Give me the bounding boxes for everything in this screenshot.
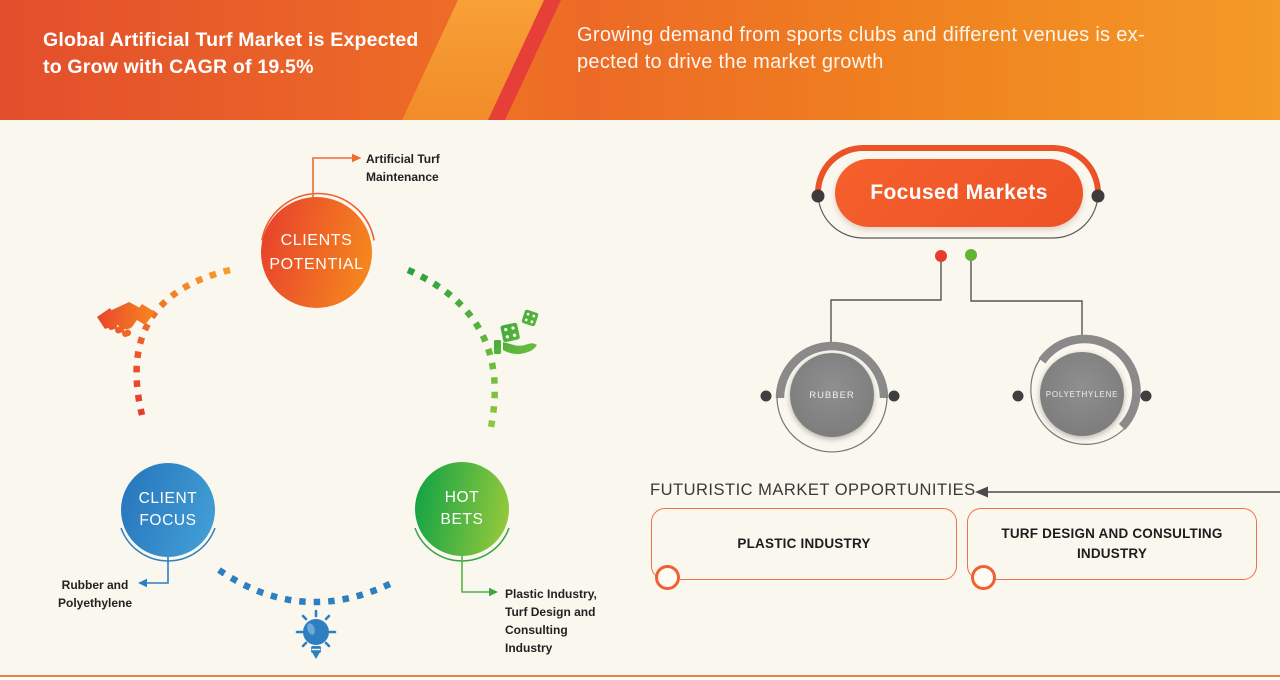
rubber-connector-arrow (138, 556, 169, 588)
polyethylene-circle-arcs (1012, 334, 1152, 445)
opportunity-box-ring-icon (655, 565, 680, 590)
plastic-connector-arrow (461, 555, 498, 597)
focused-markets-title: Focused Markets (870, 181, 1048, 204)
header-banner: Global Artificial Turf Market is Expecte… (0, 0, 1280, 120)
focused-markets-pill: Focused Markets (835, 159, 1083, 227)
polyethylene-label: POLYETHYLENE (1045, 389, 1119, 399)
client-focus-label: CLIENT FOCUS (138, 489, 198, 529)
green-dot (965, 249, 977, 261)
rubber-label: RUBBER (809, 389, 855, 401)
rubber-market-circle: RUBBER (790, 353, 874, 437)
focused-markets-outline (811, 145, 1105, 239)
bottom-border-line (0, 675, 1280, 677)
orange-dotted-arc (133, 266, 231, 416)
artificial-turf-maintenance-label: Artificial Turf Maintenance (366, 152, 440, 184)
clients-potential-circle: CLIENTS POTENTIAL (261, 197, 372, 308)
green-dotted-arc (406, 267, 498, 433)
dice-hand-icon (494, 309, 539, 355)
lightbulb-icon (295, 609, 337, 659)
bottom-border-pale (0, 677, 1280, 680)
client-focus-circle: CLIENT FOCUS (121, 463, 215, 557)
opportunity-box-ring-icon (971, 565, 996, 590)
hot-bets-circle: HOT BETS (415, 462, 509, 556)
opportunity-box-plastic-industry: PLASTIC INDUSTRY (651, 508, 957, 580)
opportunity-turf-design-label: TURF DESIGN AND CONSULTING INDUSTRY (1001, 526, 1223, 561)
rubber-circle-arcs (760, 341, 900, 453)
red-dot (935, 250, 947, 262)
opportunity-plastic-label: PLASTIC INDUSTRY (737, 536, 871, 552)
market-connectors (830, 249, 1083, 342)
maintenance-connector-arrow (312, 153, 362, 199)
plastic-industry-callout-label: Plastic Industry, Turf Design and Consul… (505, 587, 597, 655)
hot-bets-label: HOT BETS (440, 488, 484, 528)
opportunity-box-turf-design: TURF DESIGN AND CONSULTING INDUSTRY (967, 508, 1257, 580)
clients-potential-label: CLIENTS POTENTIAL (269, 232, 364, 273)
blue-dotted-arc (217, 567, 398, 606)
polyethylene-market-circle: POLYETHYLENE (1040, 352, 1124, 436)
rubber-and-polyethylene-label: Rubber and Polyethylene (57, 578, 133, 610)
page-subtitle: Growing demand from sports clubs and dif… (577, 24, 1145, 73)
page-title: Global Artificial Turf Market is Expecte… (43, 29, 419, 78)
opportunities-heading: FUTURISTIC MARKET OPPORTUNITIES (650, 481, 976, 499)
handshake-icon (97, 302, 155, 337)
opportunities-arrow (975, 486, 1280, 498)
